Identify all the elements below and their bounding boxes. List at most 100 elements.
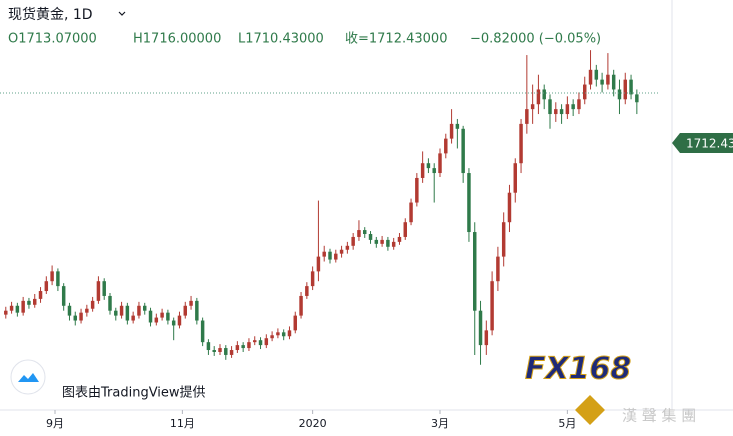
candle-body [316, 256, 321, 272]
candle-body [380, 239, 384, 244]
candle-body [611, 74, 616, 90]
candle-body [415, 177, 419, 203]
candle-body [67, 305, 72, 316]
candle-body [409, 202, 413, 223]
x-tick-label: 3月 [431, 417, 449, 430]
candle-body [206, 342, 211, 351]
candle-body [444, 138, 448, 154]
candle-body [293, 315, 297, 331]
candle-body [617, 89, 622, 100]
candle-body [594, 69, 599, 80]
candle-body [119, 305, 124, 316]
candle-body [588, 69, 593, 85]
dropdown-icon[interactable] [118, 11, 126, 16]
candle-body [212, 350, 216, 352]
candle-body [478, 310, 483, 346]
brand-logo: FX168 [525, 352, 631, 387]
candle-body [166, 312, 170, 321]
candle-body [403, 222, 407, 237]
plot-area [4, 50, 639, 365]
candle-body [449, 123, 454, 139]
candle-body [565, 104, 570, 115]
candle-body [328, 251, 332, 260]
candle-body [90, 300, 95, 309]
candle-body [583, 84, 587, 100]
candle-body [21, 300, 25, 313]
candle-body [559, 109, 564, 115]
candle-body [241, 345, 245, 349]
candle-body [38, 291, 43, 299]
candle-body [530, 104, 535, 110]
candle-body [374, 239, 379, 244]
candle-body [386, 239, 390, 247]
candle-body [177, 315, 182, 326]
candle-body [519, 123, 523, 164]
candle-body [189, 300, 193, 306]
candle-body [339, 249, 344, 254]
candle-body [195, 300, 199, 321]
candle-body [600, 79, 604, 85]
candle-body [4, 310, 8, 315]
x-tick-label: 11月 [170, 417, 195, 430]
candle-body [623, 79, 627, 100]
candle-body [200, 320, 205, 343]
candle-body [455, 123, 460, 129]
candle-body [33, 298, 37, 305]
candle-body [577, 99, 581, 110]
candle-body [270, 335, 274, 339]
brand-emblem [575, 395, 605, 425]
watermark: 图表由TradingView提供 [62, 385, 206, 401]
candle-body [85, 308, 89, 313]
candle-body [397, 236, 402, 242]
candle-body [501, 222, 506, 257]
candle-body [148, 310, 153, 323]
candle-body [276, 332, 280, 336]
tradingview-badge[interactable]: 图表由TradingView提供 [10, 359, 206, 401]
candle-body [137, 305, 141, 316]
candle-body [15, 305, 20, 313]
candle-body [253, 340, 257, 343]
candle-body [229, 350, 234, 355]
candle-body [606, 74, 610, 85]
candle-body [131, 315, 135, 321]
candle-body [9, 305, 14, 311]
candle-body [79, 312, 83, 321]
candle-body [507, 192, 512, 223]
candle-body [108, 295, 112, 311]
candle-body [224, 348, 228, 355]
ohlc-high: H1716.00000 [133, 32, 221, 47]
candle-body [426, 163, 431, 169]
candle-body [50, 271, 54, 282]
candle-body [143, 305, 147, 311]
candle-body [281, 332, 286, 337]
candle-body [218, 348, 222, 352]
candle-body [264, 338, 269, 346]
tv-logo-mark [18, 373, 39, 382]
candle-body [114, 310, 118, 316]
candle-body [310, 271, 315, 287]
candle-body [27, 300, 31, 305]
x-tick-label: 2020 [299, 417, 327, 430]
candle-body [571, 104, 575, 110]
ohlc-change: −0.82000 (−0.05%) [470, 32, 601, 47]
candle-body [554, 109, 558, 115]
candle-body [629, 79, 633, 95]
candle-body [461, 128, 465, 174]
candle-body [61, 286, 66, 306]
tv-logo[interactable] [10, 359, 46, 395]
candle-body [357, 230, 361, 237]
candle-body [536, 89, 541, 105]
candle-body [56, 271, 60, 287]
last-price-label: 1712.43 [686, 137, 733, 151]
candle-body [334, 253, 338, 260]
candle-body [258, 340, 263, 346]
candle-body [73, 315, 77, 321]
candle-body [467, 173, 471, 233]
candle-body [635, 94, 639, 103]
candle-body [513, 163, 517, 193]
candle-body [432, 168, 436, 174]
x-tick-label: 5月 [558, 417, 576, 430]
candle-body [183, 305, 187, 316]
x-tick-label: 9月 [46, 417, 64, 430]
